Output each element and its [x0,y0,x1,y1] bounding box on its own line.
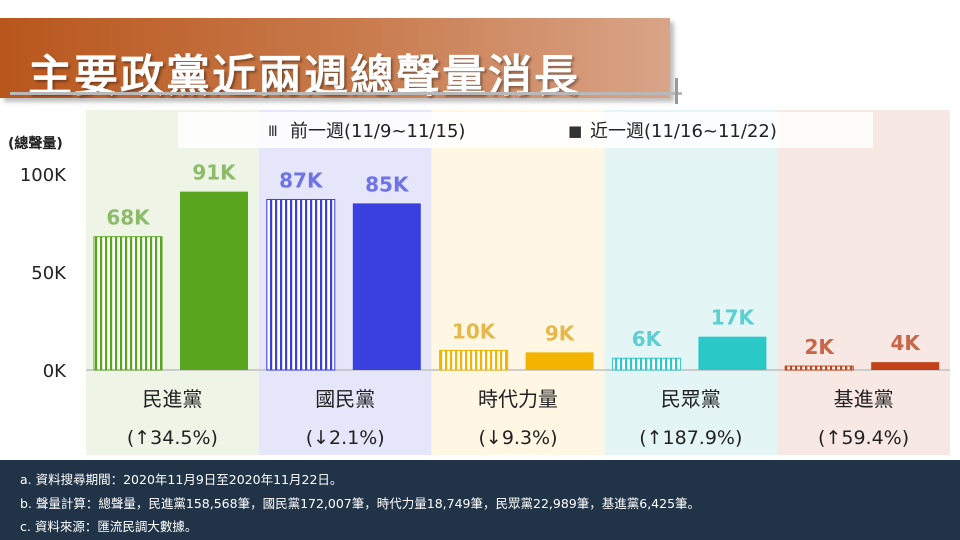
data-label: 4K [890,331,921,355]
legend-label: 前一週(11/9~11/15) [290,121,465,142]
solid-legend-icon: ■ [568,122,582,140]
data-label: 6K [632,327,663,351]
data-label: 68K [106,206,151,230]
title-underline [10,92,682,95]
data-label: 10K [452,319,497,343]
y-axis-label: (總聲量) [8,135,63,152]
current-week-bar [525,352,594,370]
data-label: 85K [365,172,410,196]
footer-note-b: b. 聲量計算：總聲量，民進黨158,568筆，國民黨172,007筆，時代力量… [20,496,701,511]
legend-label: 近一週(11/16~11/22) [590,121,777,142]
category-label: 民進黨 [142,387,202,411]
previous-week-bar [439,349,509,371]
chart-legend: Ⅲ 前一週(11/9~11/15) ■ 近一週(11/16~11/22) [178,112,873,148]
previous-week-bar [93,236,163,371]
current-week-bar [871,362,940,370]
change-label: (↑59.4%) [818,427,909,449]
category-labels: 民進黨 (↑34.5%) 國民黨 (↓2.1%) 時代力量 (↓9.3%) 民眾黨 (↑187… [127,387,909,449]
category-panel [777,110,950,455]
category-label: 時代力量 [478,387,558,411]
bar-chart: Ⅲ 前一週(11/9~11/15) ■ 近一週(11/16~11/22) (總聲量) 0… [8,110,950,455]
change-label: (↓2.1%) [306,427,385,449]
title-banner: 主要政黨近兩週總聲量消長 [0,18,670,102]
category-label: 國民黨 [315,387,375,411]
data-label: 91K [192,161,237,185]
change-label: (↑34.5%) [127,427,218,449]
category-panel [604,110,778,455]
change-label: (↓9.3%) [478,427,557,449]
footer-note-a: a. 資料搜尋期間：2020年11月9日至2020年11月22日。 [20,472,343,487]
previous-week-bar [611,357,681,371]
change-label: (↑187.9%) [639,427,742,449]
y-tick-label: 100K [20,165,67,186]
category-panel [431,110,605,455]
striped-legend-icon: Ⅲ [268,124,278,140]
previous-week-bar [784,365,854,371]
data-label: 17K [711,306,756,330]
current-week-bar [352,203,421,370]
legend-background [178,112,873,148]
y-tick-label: 50K [31,263,67,284]
footer-notes: a. 資料搜尋期間：2020年11月9日至2020年11月22日。 b. 聲量計… [0,460,960,540]
data-label: 87K [279,168,324,192]
data-label: 9K [545,321,576,345]
bar-series: 68K 91K 87K 85K 10K 9K 6K 17K 2K 4K [93,161,940,371]
y-tick-label: 0K [43,361,67,382]
footer-note-c: c. 資料來源：匯流民調大數據。 [20,519,198,534]
current-week-bar [698,336,767,370]
previous-week-bar [266,198,336,371]
category-label: 基進黨 [834,387,894,411]
category-label: 民眾黨 [661,387,721,411]
current-week-bar [180,191,248,370]
title-tick-mark [675,78,678,104]
data-label: 2K [804,335,835,359]
